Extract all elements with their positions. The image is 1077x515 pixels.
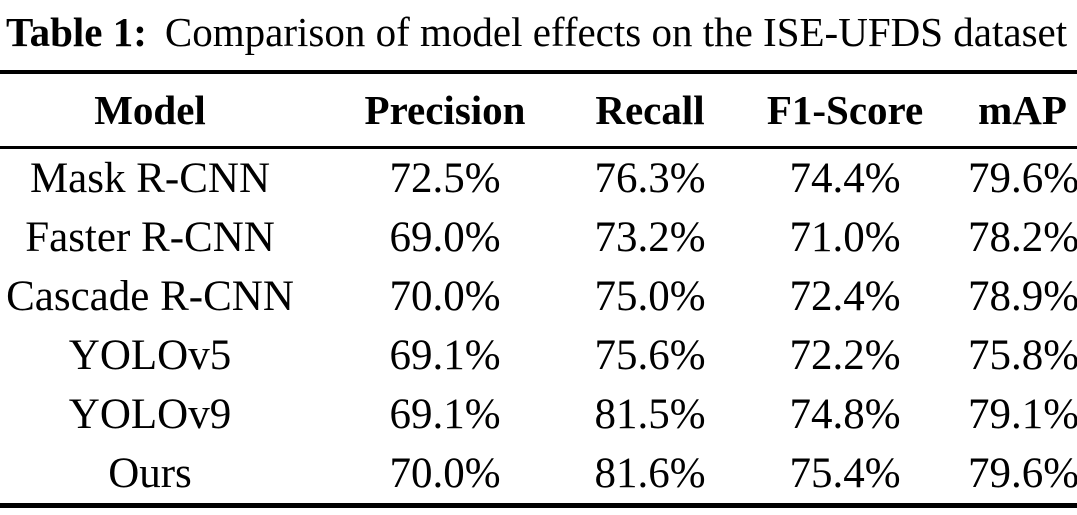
map-cell: 78.2% xyxy=(968,214,1077,261)
model-cell: Mask R-CNN xyxy=(29,155,271,202)
column-header-recall: Recall xyxy=(550,72,750,149)
model-cell: Faster R-CNN xyxy=(25,214,275,261)
precision-cell: 69.0% xyxy=(389,214,501,261)
header-row: Model Precision Recall F1-Score mAP xyxy=(0,72,1077,149)
precision-cell: 72.5% xyxy=(389,155,501,202)
column-header-model: Model xyxy=(0,72,300,149)
f1-score-cell: 72.2% xyxy=(789,332,901,379)
recall-cell: 73.2% xyxy=(594,214,706,261)
model-cell: YOLOv5 xyxy=(68,332,232,379)
column-header-map: mAP xyxy=(940,72,1077,149)
table-caption-label: Table 1: xyxy=(6,9,147,55)
results-table: Model Precision Recall F1-Score mAP Mask… xyxy=(0,70,1077,508)
map-cell: 79.6% xyxy=(968,155,1077,202)
model-cell: YOLOv9 xyxy=(68,391,232,438)
precision-cell: 70.0% xyxy=(389,273,501,320)
table-caption: Table 1: Comparison of model effects on t… xyxy=(0,0,1077,70)
map-cell: 79.6% xyxy=(968,450,1077,497)
column-header-f1-score: F1-Score xyxy=(750,72,940,149)
table-row-yolov5: YOLOv5 69.1% 75.6% 72.2% 75.8% xyxy=(0,326,1077,385)
table-row-yolov9: YOLOv9 69.1% 81.5% 74.8% 79.1% xyxy=(0,385,1077,444)
precision-cell: 69.1% xyxy=(389,332,501,379)
column-header-precision: Precision xyxy=(300,72,550,149)
precision-cell: 69.1% xyxy=(389,391,501,438)
map-cell: 79.1% xyxy=(968,391,1077,438)
recall-cell: 81.5% xyxy=(594,391,706,438)
table-row-mask-r-cnn: Mask R-CNN 72.5% 76.3% 74.4% 79.6% xyxy=(0,148,1077,209)
recall-cell: 81.6% xyxy=(594,450,706,497)
table-caption-text: Comparison of model effects on the ISE-U… xyxy=(164,9,1068,55)
f1-score-cell: 72.4% xyxy=(789,273,901,320)
map-cell: 75.8% xyxy=(968,332,1077,379)
table-row-ours: Ours 70.0% 81.6% 75.4% 79.6% xyxy=(0,444,1077,506)
recall-cell: 75.6% xyxy=(594,332,706,379)
table-row-cascade-r-cnn: Cascade R-CNN 70.0% 75.0% 72.4% 78.9% xyxy=(0,267,1077,326)
model-cell: Ours xyxy=(108,450,192,497)
f1-score-cell: 71.0% xyxy=(789,214,901,261)
recall-cell: 76.3% xyxy=(594,155,706,202)
f1-score-cell: 74.8% xyxy=(789,391,901,438)
f1-score-cell: 75.4% xyxy=(789,450,901,497)
map-cell: 78.9% xyxy=(968,273,1077,320)
table-row-faster-r-cnn: Faster R-CNN 69.0% 73.2% 71.0% 78.2% xyxy=(0,208,1077,267)
recall-cell: 75.0% xyxy=(594,273,706,320)
f1-score-cell: 74.4% xyxy=(789,155,901,202)
precision-cell: 70.0% xyxy=(389,450,501,497)
model-cell: Cascade R-CNN xyxy=(6,273,294,320)
